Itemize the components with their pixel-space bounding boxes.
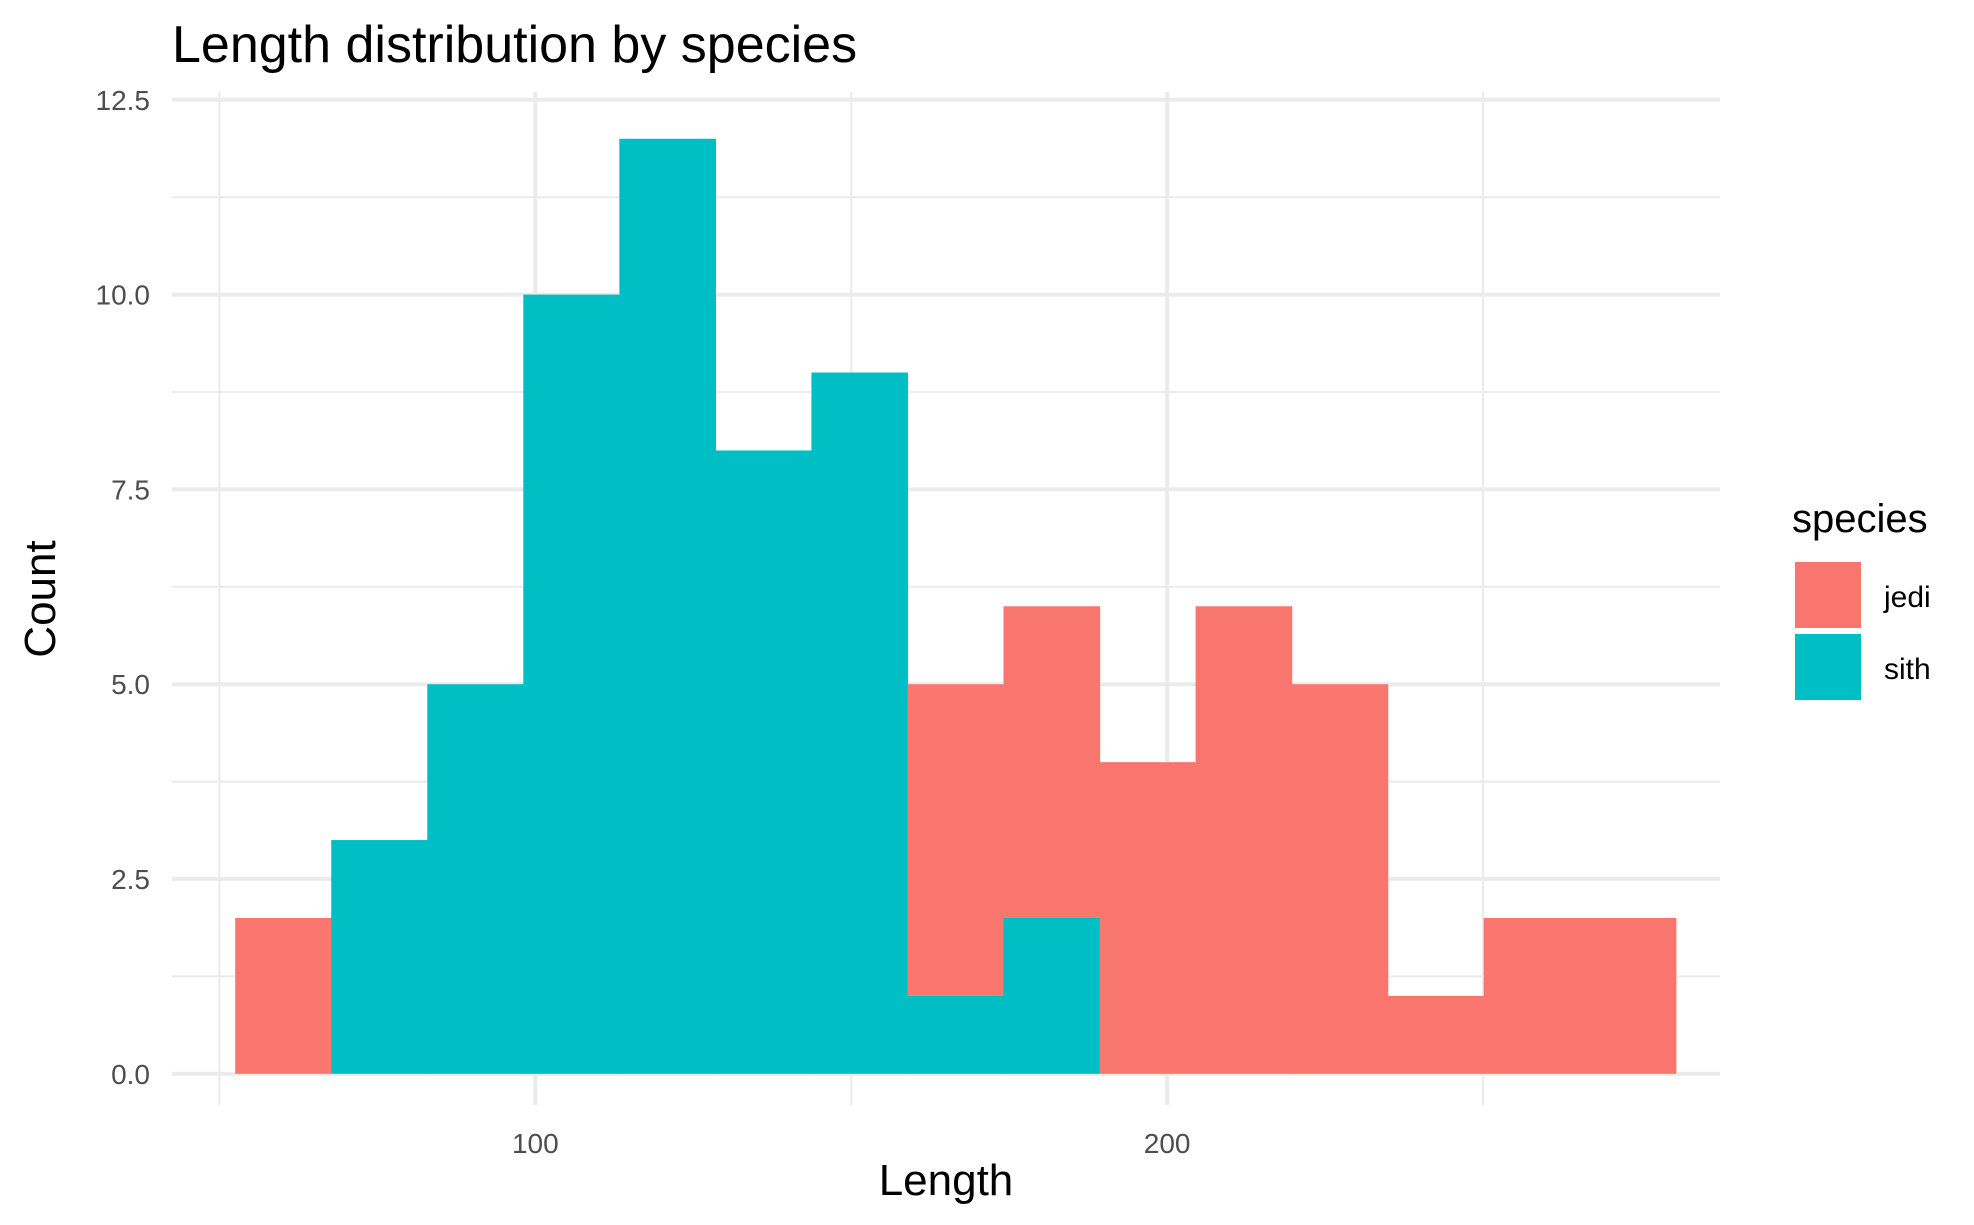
bar-jedi	[1579, 917, 1677, 1074]
bar-jedi	[1291, 684, 1389, 1074]
y-tick-label: 12.5	[96, 85, 151, 116]
legend-label-jedi: jedi	[1883, 581, 1931, 614]
y-axis-title: Count	[16, 540, 65, 657]
y-tick-label: 2.5	[111, 864, 150, 895]
bar-sith	[619, 138, 716, 1074]
bar-sith	[331, 840, 428, 1074]
y-tick-label: 5.0	[111, 669, 150, 700]
legend-swatch-jedi	[1795, 562, 1861, 628]
bar-sith	[427, 684, 524, 1074]
tick-labels: 0.0 2.5 5.0 7.5 10.0 12.5 100 200	[96, 85, 1191, 1159]
x-axis-title: Length	[879, 1156, 1014, 1205]
legend-swatch-sith	[1795, 634, 1861, 700]
bar-sith	[1003, 917, 1101, 1074]
legend-title: species	[1792, 497, 1928, 541]
y-tick-label: 0.0	[111, 1059, 150, 1090]
bar-sith	[907, 995, 1005, 1074]
bar-jedi	[1003, 606, 1101, 918]
chart-title: Length distribution by species	[172, 16, 857, 74]
x-tick-label: 200	[1144, 1128, 1191, 1159]
bars-layer	[235, 138, 1677, 1074]
x-tick-label: 100	[512, 1128, 559, 1159]
bar-sith	[715, 450, 813, 1074]
bar-jedi	[1387, 995, 1485, 1074]
legend-label-sith: sith	[1884, 653, 1931, 686]
y-tick-label: 7.5	[111, 474, 150, 505]
bar-jedi	[907, 684, 1005, 996]
legend: species jedi sith	[1792, 497, 1931, 700]
bar-jedi	[1483, 917, 1581, 1074]
bar-sith	[811, 372, 909, 1074]
bar-jedi	[1099, 762, 1197, 1074]
bar-jedi	[235, 917, 332, 1074]
bar-jedi	[1195, 606, 1293, 1074]
bar-sith	[523, 294, 620, 1074]
y-tick-label: 10.0	[96, 280, 151, 311]
